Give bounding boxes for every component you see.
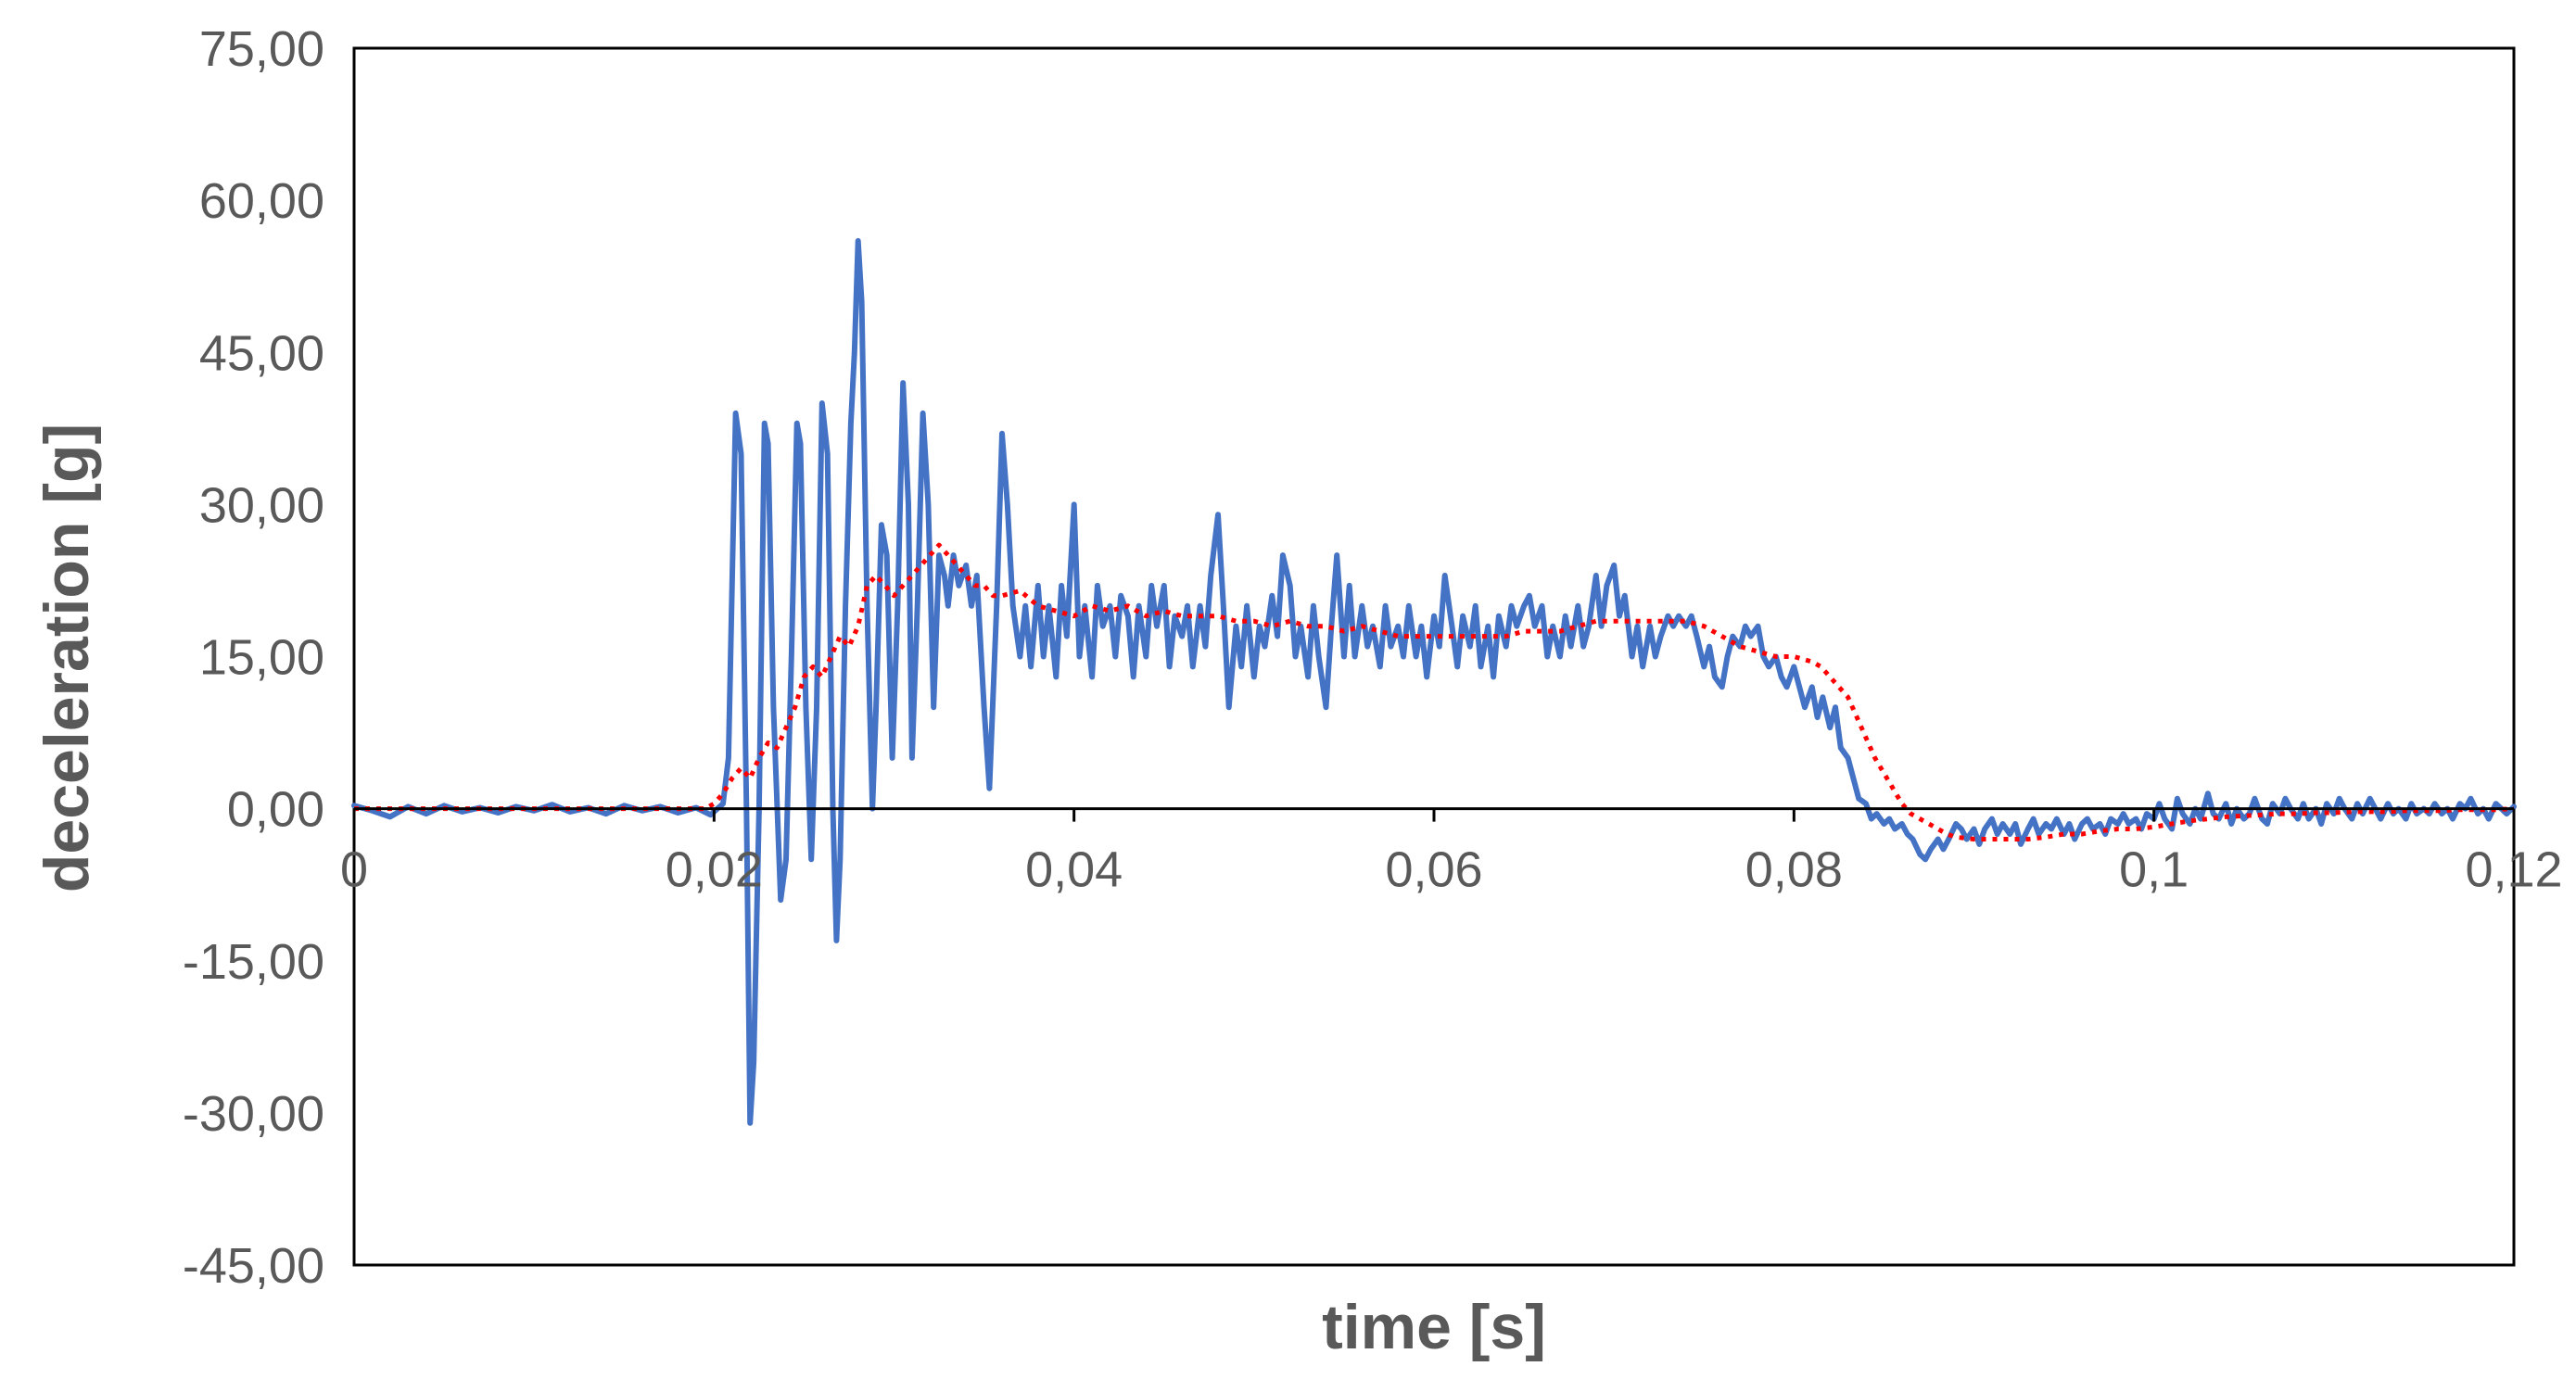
y-tick-label: -15,00: [183, 934, 324, 990]
y-tick-label: -45,00: [183, 1238, 324, 1294]
x-tick-label: 0,04: [1025, 842, 1123, 898]
y-axis-title: deceleration [g]: [32, 424, 102, 892]
axis-layer: [352, 807, 2516, 822]
label-layer: 0 0,02 0,04 0,06 0,08 0,1 0,12 -45,00 -30,00 -15,…: [183, 21, 2563, 1294]
series-layer: [351, 237, 2517, 1126]
x-tick-label: 0,12: [2465, 842, 2562, 898]
y-tick-label: 45,00: [199, 325, 324, 381]
y-tick-label: 0,00: [227, 782, 324, 838]
x-axis-title: time [s]: [1322, 1292, 1546, 1362]
series-line-measured: [351, 237, 2517, 1126]
x-tick-label: 0,02: [666, 842, 763, 898]
y-tick-label: 75,00: [199, 21, 324, 77]
y-tick-label: -30,00: [183, 1086, 324, 1142]
x-tick-label: 0,1: [2119, 842, 2189, 898]
y-tick-label: 15,00: [199, 630, 324, 686]
plot-area-frame: [352, 46, 2516, 1267]
x-tick-label: 0: [340, 842, 368, 898]
x-tick-label: 0,06: [1385, 842, 1482, 898]
x-tick-label: 0,08: [1745, 842, 1843, 898]
y-tick-label: 60,00: [199, 173, 324, 229]
y-tick-label: 30,00: [199, 477, 324, 533]
